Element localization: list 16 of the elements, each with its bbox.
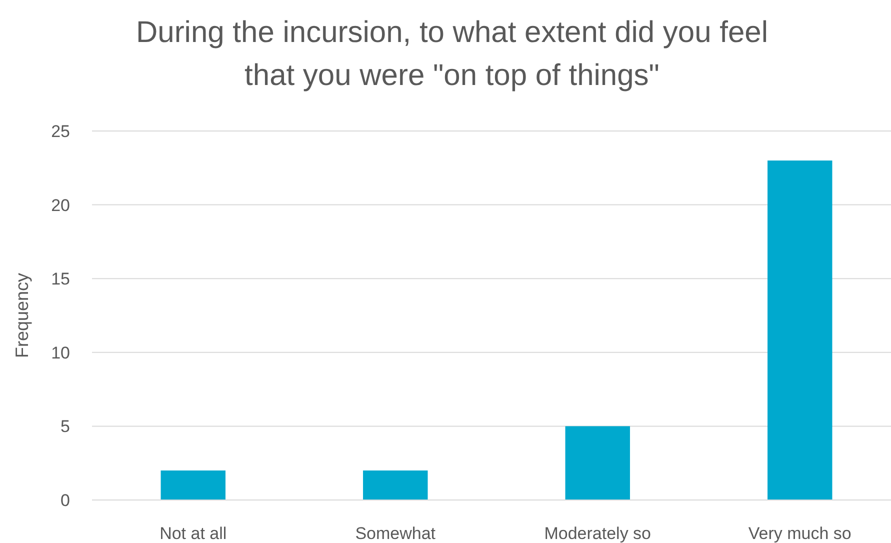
- x-tick-label: Not at all: [160, 524, 227, 543]
- bar: [768, 160, 832, 500]
- x-tick-label: Somewhat: [355, 524, 436, 543]
- x-tick-label: Moderately so: [544, 524, 652, 543]
- y-tick-label: 10: [51, 343, 70, 362]
- chart-title: During the incursion, to what extent did you feel that you were "on top of things": [136, 16, 768, 92]
- y-axis-title: Frequency: [12, 272, 32, 358]
- y-tick-label: 20: [51, 196, 70, 215]
- y-tick-label: 25: [51, 122, 70, 141]
- y-tick-label: 5: [60, 417, 70, 436]
- bar: [363, 470, 428, 500]
- y-tick-label: 0: [60, 490, 70, 510]
- y-tick-label: 15: [51, 270, 70, 289]
- bar: [565, 426, 630, 500]
- x-tick-label: Very much so: [748, 524, 852, 543]
- bar: [160, 470, 226, 500]
